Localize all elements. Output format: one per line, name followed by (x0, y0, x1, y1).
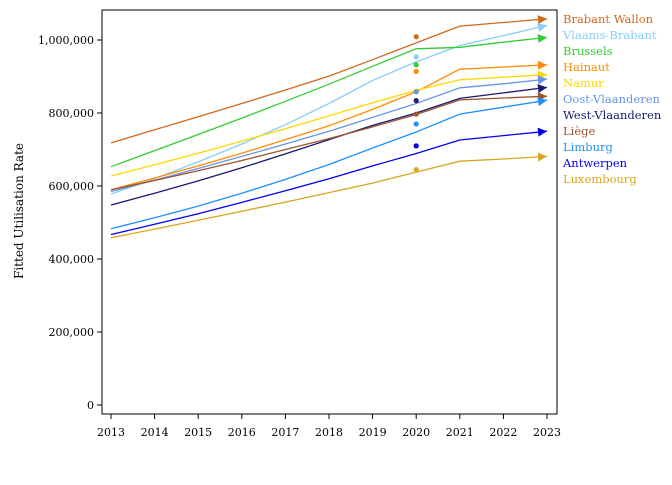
x-tick-label: 2019 (359, 426, 387, 439)
legend-entry: Brabant Wallon (563, 12, 654, 26)
y-tick-label: 0 (87, 399, 94, 412)
series-arrowhead (537, 84, 547, 94)
axes: 0 200,000 400,000 600,000 800,000 1,000,000 20… (38, 9, 561, 439)
series-line (110, 99, 548, 230)
x-tick-label: 2021 (446, 426, 474, 439)
y-axis-title: Fitted Utilisation Rate (12, 143, 26, 279)
series-line (110, 95, 548, 191)
observed-point (413, 54, 419, 60)
x-tick-label: 2015 (184, 426, 212, 439)
x-tick-label: 2013 (97, 426, 125, 439)
series-line (110, 24, 548, 195)
series-line (110, 18, 548, 144)
series-hainaut (110, 60, 548, 191)
series-vlaams-brabant (110, 23, 548, 195)
observed-point (413, 121, 419, 127)
series-brussels (110, 33, 548, 168)
series-luxembourg (110, 152, 548, 239)
y-tick-label: 600,000 (49, 180, 95, 193)
legend-entry: Oost-Vlaanderen (563, 92, 660, 106)
y-tick-label: 200,000 (49, 326, 95, 339)
plot-area (110, 15, 548, 239)
x-tick-label: 2020 (402, 426, 430, 439)
series-oost-vlaanderen (110, 75, 548, 193)
observed-point (413, 89, 419, 95)
series-line (110, 64, 548, 191)
legend-entry: Namur (563, 76, 604, 90)
observed-point (413, 97, 419, 104)
series-limburg (110, 97, 548, 230)
legend-entry: Hainaut (563, 60, 610, 74)
series-arrowhead (537, 75, 547, 85)
observed-point (413, 68, 419, 74)
legend-entry: Vlaams-Brabant (562, 28, 657, 42)
x-tick-label: 2016 (228, 426, 256, 439)
y-tick-label: 400,000 (49, 253, 95, 266)
series-antwerpen (110, 127, 548, 236)
x-tick-label: 2014 (141, 426, 169, 439)
series-arrowhead (537, 33, 547, 43)
series-brabant-wallon (110, 15, 548, 144)
series-line (110, 155, 548, 239)
series-arrowhead (537, 152, 547, 162)
observed-point (413, 62, 419, 68)
x-tick-label: 2017 (271, 426, 299, 439)
legend-entry: West-Vlaanderen (563, 108, 662, 122)
x-tick-label: 2018 (315, 426, 343, 439)
legend-entry: Antwerpen (562, 156, 628, 170)
series-arrowhead (537, 23, 547, 32)
observed-point (413, 166, 419, 173)
x-tick-label: 2022 (489, 426, 517, 439)
series-line (110, 130, 548, 236)
series-arrowhead (537, 127, 547, 137)
observed-point (413, 111, 419, 117)
legend: Brabant Wallon Vlaams-Brabant Brussels Hain… (562, 12, 662, 186)
legend-entry: Limburg (563, 140, 613, 154)
series-arrowhead (537, 97, 547, 107)
y-tick-label: 800,000 (49, 107, 95, 120)
legend-entry: Luxembourg (563, 172, 637, 186)
series-line (110, 36, 548, 168)
legend-entry: Liège (563, 124, 595, 138)
observed-point (413, 34, 419, 40)
observed-point (413, 143, 419, 149)
series-arrowhead (537, 15, 547, 25)
series-west-vlaanderen (110, 84, 548, 206)
legend-entry: Brussels (563, 44, 613, 58)
series-line (110, 74, 548, 177)
series-arrowhead (537, 60, 547, 70)
x-tick-label: 2023 (533, 426, 561, 439)
series-line (110, 78, 548, 193)
y-tick-label: 1,000,000 (38, 34, 94, 47)
series-line (110, 86, 548, 206)
